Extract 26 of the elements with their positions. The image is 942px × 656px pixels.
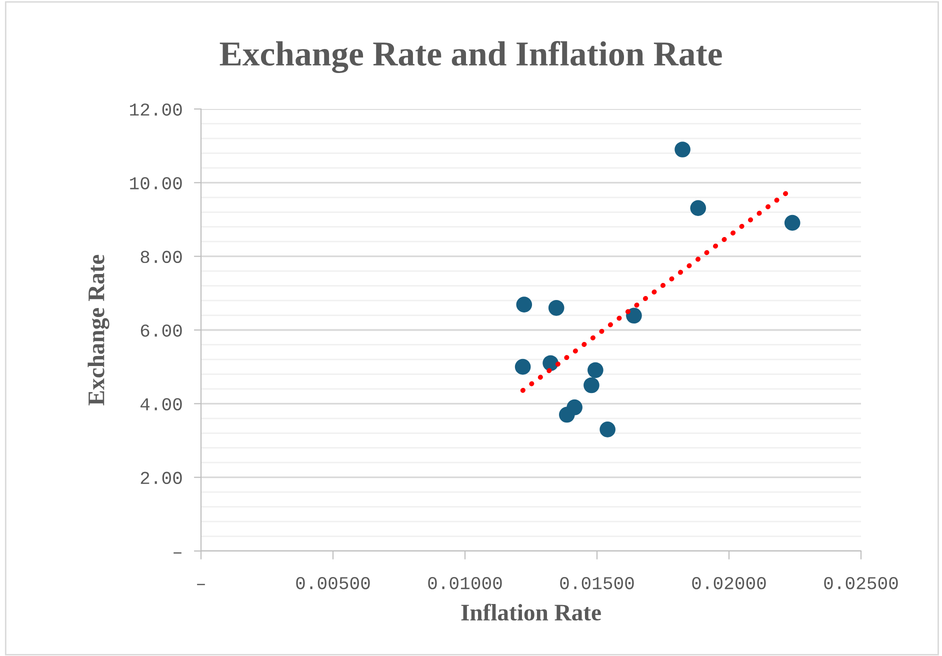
point: [600, 422, 616, 438]
x-axis-title: Inflation Rate: [461, 604, 601, 621]
y-tick-label: 8.00: [140, 250, 182, 264]
point: [558, 406, 575, 423]
x-tick-label: 0.00500: [296, 577, 370, 590]
point: [548, 300, 564, 316]
x-tick-label: 0.02000: [692, 577, 766, 590]
point: [690, 200, 706, 216]
point: [626, 308, 642, 324]
x-tick-label: 0.02500: [824, 577, 898, 590]
y-tick-label: 2.00: [140, 472, 182, 484]
x-tick-label: 0.01000: [428, 577, 502, 590]
x-tick-label: 0.01500: [560, 577, 634, 590]
y-tick-label: 10.00: [130, 177, 182, 190]
chart-title: Exchange Rate and Inflation Rate: [220, 40, 722, 74]
point: [516, 296, 532, 313]
y-tick-label: 4.00: [140, 398, 182, 410]
y-tick-label: 12.00: [130, 103, 182, 116]
y-tick-label: –: [174, 552, 182, 554]
point: [588, 362, 604, 378]
point: [784, 214, 800, 231]
point: [584, 377, 600, 394]
point: [514, 358, 531, 375]
y-axis-title: Exchange Rate: [88, 254, 110, 406]
point: [674, 142, 690, 158]
y-tick-label: 6.00: [140, 324, 182, 337]
